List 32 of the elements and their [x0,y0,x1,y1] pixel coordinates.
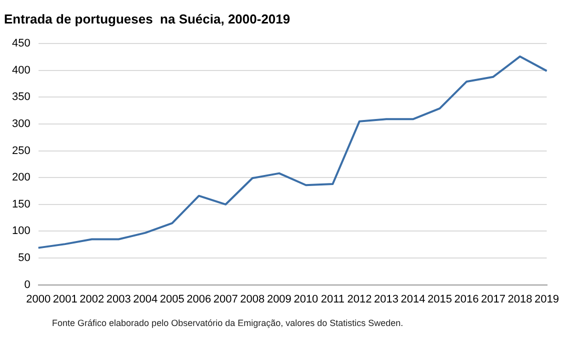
y-tick-label: 400 [12,64,30,76]
x-tick-label: 2009 [266,293,292,306]
y-tick-label: 250 [12,144,30,157]
x-tick-label: 2004 [133,293,158,306]
chart-title: Entrada de portugueses na Suécia, 2000-2019 [4,11,290,26]
x-tick-label: 2005 [160,293,184,306]
x-tick-label: 2003 [106,293,131,306]
x-tick-label: 2011 [320,293,345,306]
source-note: Fonte Gráfico elaborado pelo Observatório da Emigração, valores do Statistics Sweden. [52,318,404,328]
x-tick-label: 2014 [400,293,426,306]
x-tick-label: 2016 [454,293,479,306]
x-tick-label: 2008 [240,293,265,306]
x-tick-label: 2006 [186,293,212,306]
y-tick-label: 450 [12,38,30,50]
x-tick-label: 2002 [80,293,104,306]
x-tick-label: 2017 [481,293,506,306]
x-tick-label: 2019 [534,293,560,306]
x-tick-label: 2007 [213,293,238,306]
y-tick-label: 200 [12,172,30,184]
x-tick-label: 2015 [427,293,452,306]
y-tick-label: 100 [12,225,30,238]
x-tick-label: 2010 [294,293,318,306]
x-tick-label: 2000 [26,293,51,306]
x-tick-label: 2012 [347,293,372,306]
y-tick-label: 300 [12,118,30,130]
x-tick-label: 2001 [52,293,78,306]
x-tick-label: 2018 [508,293,532,306]
x-tick-label: 2013 [374,293,398,306]
y-tick-label: 50 [18,252,30,264]
y-tick-label: 0 [24,278,30,291]
y-tick-label: 150 [12,198,30,210]
y-tick-label: 350 [12,91,30,104]
